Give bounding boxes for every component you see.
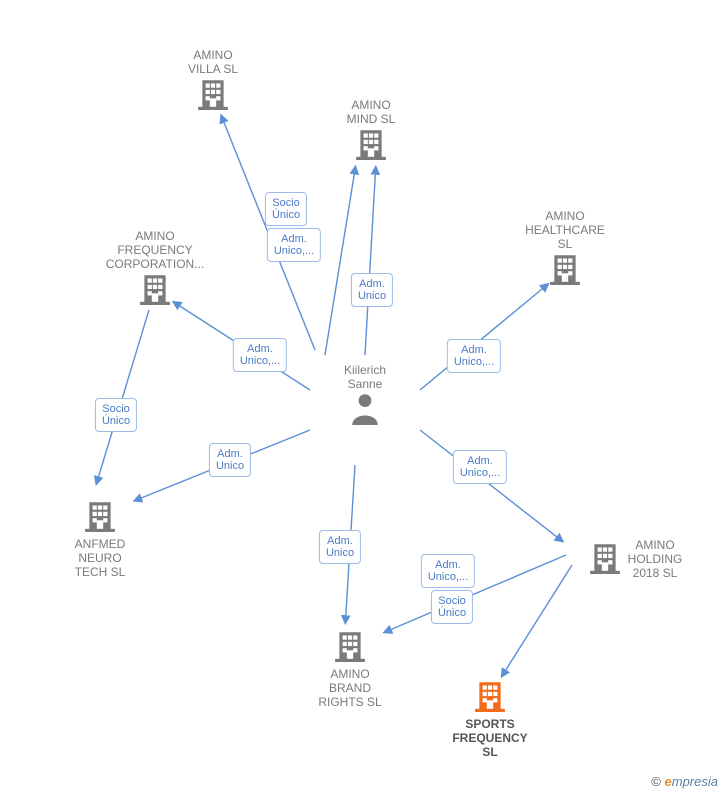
node-holding: AMINO HOLDING 2018 SL xyxy=(550,538,720,580)
edge-label: Adm. Unico,... xyxy=(267,228,321,262)
edge-label: Adm. Unico,... xyxy=(453,450,507,484)
node-label: SPORTS FREQUENCY SL xyxy=(430,717,550,759)
node-healthcare: AMINO HEALTHCARE SL xyxy=(505,209,625,290)
node-villa: AMINO VILLA SL xyxy=(153,48,273,115)
node-label: AMINO HOLDING 2018 SL xyxy=(628,538,683,580)
building-icon xyxy=(153,76,273,115)
person-icon xyxy=(305,391,425,430)
edge-label: Adm. Unico,... xyxy=(447,339,501,373)
building-icon xyxy=(311,126,431,165)
node-label: AMINO HEALTHCARE SL xyxy=(505,209,625,251)
node-label: Kiilerich Sanne xyxy=(305,363,425,391)
brand-rest: mpresia xyxy=(672,774,718,789)
edge-line xyxy=(420,430,563,542)
copyright: © empresia xyxy=(651,774,718,789)
edge-label: Adm. Unico xyxy=(209,443,251,477)
node-label: AMINO VILLA SL xyxy=(153,48,273,76)
building-icon xyxy=(430,678,550,717)
edge-label: Socio Único xyxy=(265,192,307,226)
node-label: ANFMED NEURO TECH SL xyxy=(40,537,160,579)
building-icon xyxy=(290,628,410,667)
node-label: AMINO BRAND RIGHTS SL xyxy=(290,667,410,709)
edge-label: Adm. Unico,... xyxy=(233,338,287,372)
brand-first-letter: e xyxy=(665,774,672,789)
edge-line xyxy=(325,166,356,355)
edge-line xyxy=(501,565,572,677)
edge-label: Socio Único xyxy=(431,590,473,624)
edge-label: Adm. Unico xyxy=(351,273,393,307)
edge-line xyxy=(420,283,549,390)
edge-label: Socio Único xyxy=(95,398,137,432)
building-icon xyxy=(505,251,625,290)
building-icon xyxy=(588,540,622,579)
node-brand: AMINO BRAND RIGHTS SL xyxy=(290,628,410,709)
node-label: AMINO FREQUENCY CORPORATION... xyxy=(95,229,215,271)
node-mind: AMINO MIND SL xyxy=(311,98,431,165)
building-icon xyxy=(40,498,160,537)
node-center: Kiilerich Sanne xyxy=(305,363,425,430)
node-anfmed: ANFMED NEURO TECH SL xyxy=(40,498,160,579)
node-label: AMINO MIND SL xyxy=(311,98,431,126)
building-icon xyxy=(95,271,215,310)
node-sports: SPORTS FREQUENCY SL xyxy=(430,678,550,759)
edge-line xyxy=(365,166,376,355)
edge-label: Adm. Unico xyxy=(319,530,361,564)
edge-label: Adm. Unico,... xyxy=(421,554,475,588)
copyright-symbol: © xyxy=(651,774,661,789)
node-freq: AMINO FREQUENCY CORPORATION... xyxy=(95,229,215,310)
